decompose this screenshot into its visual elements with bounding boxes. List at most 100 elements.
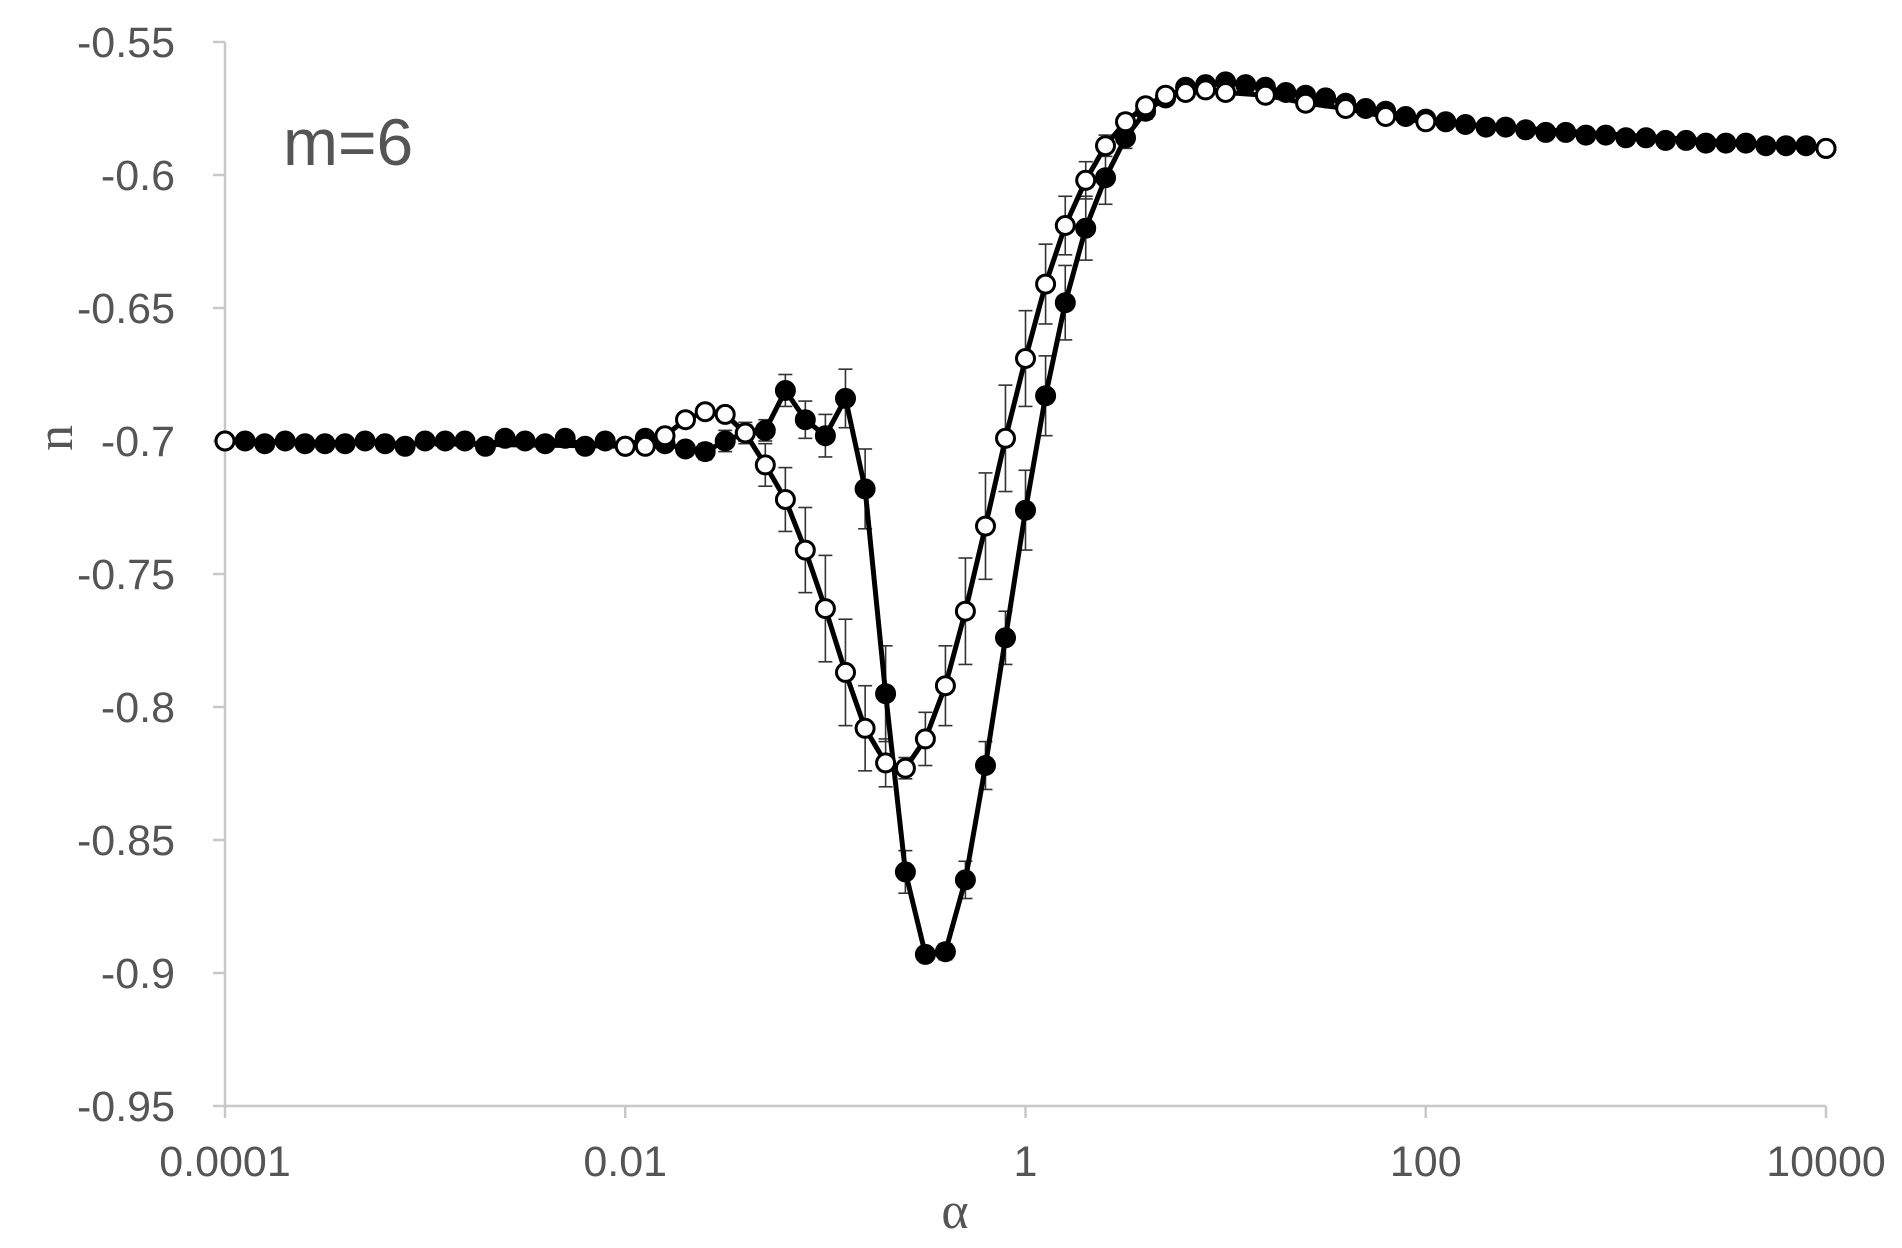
filled-marker [1515,119,1537,141]
filled-marker [934,941,956,963]
filled-marker [474,435,496,457]
filled-marker [995,627,1016,649]
axes [213,40,1828,1118]
y-tick-label: -0.7 [101,418,175,466]
y-tick-label: -0.65 [77,285,175,333]
filled-marker [1755,135,1777,157]
open-marker [1015,348,1036,369]
open-marker [1075,169,1097,191]
filled-marker [954,869,976,891]
filled-marker [354,430,376,452]
y-tick-label: -0.95 [77,1083,175,1131]
open-marker [954,600,976,622]
open-marker [754,454,776,476]
open-marker [675,409,696,431]
chart-annotation: m=6 [283,105,413,179]
filled-marker [1275,82,1297,103]
filled-marker [814,425,836,447]
error-bars [698,91,1173,961]
open-marker [995,427,1016,449]
x-tick-labels: 0.0001 0.01 1 100 10000 [159,1138,1886,1186]
filled-marker [794,409,816,431]
filled-marker [1235,74,1257,96]
filled-marker [1355,98,1377,119]
open-marker [794,539,816,561]
y-tick-labels: -0.55 -0.6 -0.65 -0.7 -0.75 -0.8 -0.85 -0.9 -0.9… [77,19,175,1131]
filled-marker [594,430,616,452]
filled-marker [434,430,456,452]
markers [214,71,1837,965]
filled-marker [675,438,696,460]
y-tick-label: -0.9 [101,950,175,998]
filled-marker [694,441,716,463]
filled-marker [274,430,296,452]
filled-marker [314,433,336,455]
filled-marker [1315,87,1337,109]
filled-marker [574,435,596,457]
filled-marker [554,427,576,449]
filled-marker [1775,135,1797,157]
filled-marker [1075,217,1097,239]
open-marker [875,752,897,774]
filled-marker [754,419,776,441]
filled-marker [294,433,316,455]
filled-marker [494,427,516,449]
filled-marker [374,433,396,455]
filled-marker [414,430,436,452]
x-axis-label: α [941,1183,968,1240]
filled-marker [1555,121,1577,143]
filled-marker [1095,167,1116,189]
open-marker [835,661,856,683]
open-marker [1155,84,1177,106]
open-marker [1815,137,1837,159]
filled-marker [1735,132,1757,154]
open-marker [1135,95,1157,117]
open-marker [914,728,936,750]
filled-marker [1535,121,1557,143]
filled-marker [1575,124,1597,146]
open-marker [1115,111,1136,133]
open-marker [975,515,996,537]
filled-marker [1715,132,1737,154]
y-tick-label: -0.6 [101,152,175,200]
filled-marker [1395,106,1417,127]
filled-marker [854,478,876,500]
filled-marker [394,435,416,457]
open-marker [1335,98,1357,119]
open-marker [894,757,916,779]
filled-marker [1015,499,1036,521]
open-marker [614,435,636,457]
filled-marker [975,755,996,776]
y-axis-label: n [27,425,84,451]
filled-marker [1635,127,1657,149]
open-marker [1035,273,1057,295]
filled-marker [1435,111,1457,133]
filled-marker [334,433,356,455]
open-marker [734,422,756,444]
open-marker [714,403,736,425]
y-tick-label: -0.85 [77,817,175,865]
filled-marker [1035,385,1057,407]
open-marker [814,598,836,620]
x-tick-label: 10000 [1766,1138,1886,1186]
open-marker [1195,79,1217,101]
filled-marker [1675,129,1697,151]
x-tick-label: 1 [1014,1138,1038,1186]
x-tick-label: 0.0001 [159,1138,291,1186]
filled-marker [774,380,796,401]
filled-marker [1054,292,1076,314]
open-marker [654,425,676,447]
filled-marker [1795,135,1817,157]
filled-marker [914,943,936,965]
filled-marker [534,433,556,455]
filled-marker [1655,129,1677,151]
y-tick-label: -0.8 [101,684,175,732]
filled-marker [234,430,256,452]
y-tick-label: -0.75 [77,551,175,599]
series-line-2 [224,87,1827,771]
open-marker [1415,111,1437,133]
open-marker [1295,92,1317,114]
filled-marker [875,683,897,705]
filled-marker [714,430,736,452]
